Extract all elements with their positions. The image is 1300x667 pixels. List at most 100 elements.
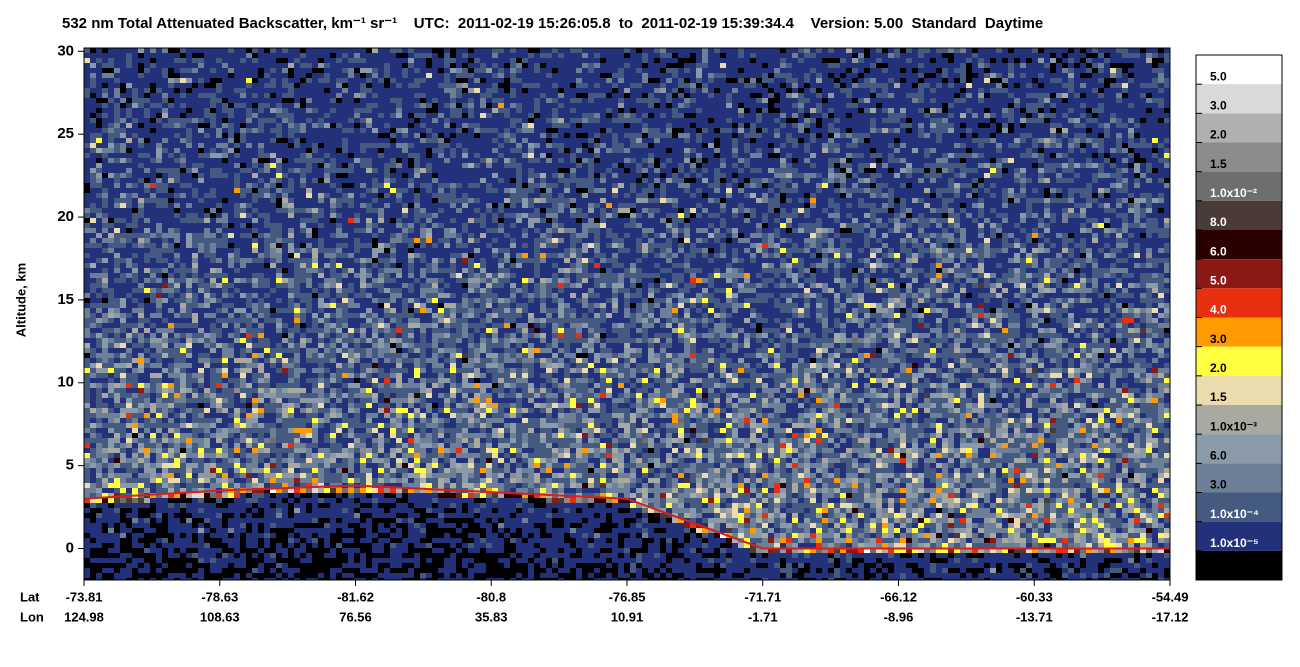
- backscatter-cell: [210, 463, 216, 468]
- backscatter-cell: [90, 103, 96, 108]
- backscatter-cell: [336, 168, 342, 173]
- backscatter-cell: [300, 263, 306, 268]
- backscatter-cell: [228, 518, 234, 523]
- backscatter-cell: [120, 253, 126, 258]
- backscatter-cell: [270, 208, 276, 213]
- backscatter-cell: [312, 223, 318, 228]
- backscatter-cell: [108, 243, 114, 248]
- backscatter-cell: [156, 178, 162, 183]
- backscatter-cell: [348, 263, 354, 268]
- backscatter-cell: [342, 78, 348, 83]
- backscatter-cell: [252, 173, 258, 178]
- backscatter-cell: [132, 303, 138, 308]
- backscatter-cell: [336, 258, 342, 263]
- backscatter-cell: [150, 338, 156, 343]
- backscatter-cell: [84, 563, 90, 568]
- backscatter-cell: [312, 308, 318, 313]
- backscatter-cell: [186, 303, 192, 308]
- backscatter-cell: [342, 53, 348, 58]
- backscatter-cell: [288, 468, 294, 473]
- backscatter-cell: [264, 338, 270, 343]
- backscatter-cell: [306, 493, 312, 498]
- backscatter-cell: [162, 58, 168, 63]
- backscatter-cell: [294, 438, 300, 443]
- backscatter-cell: [102, 503, 108, 508]
- backscatter-cell: [132, 558, 138, 563]
- backscatter-cell: [96, 323, 102, 328]
- backscatter-cell: [120, 238, 126, 243]
- backscatter-cell: [312, 268, 318, 273]
- backscatter-cell: [192, 493, 198, 498]
- backscatter-cell: [300, 523, 306, 528]
- backscatter-cell: [168, 178, 174, 183]
- backscatter-cell: [156, 563, 162, 568]
- backscatter-cell: [270, 548, 276, 553]
- backscatter-cell: [126, 248, 132, 253]
- backscatter-cell: [216, 338, 222, 343]
- backscatter-cell: [264, 473, 270, 478]
- backscatter-cell: [270, 263, 276, 268]
- backscatter-cell: [276, 578, 282, 580]
- backscatter-cell: [120, 293, 126, 298]
- backscatter-cell: [234, 383, 240, 388]
- backscatter-cell: [114, 433, 120, 438]
- backscatter-cell: [288, 488, 294, 493]
- backscatter-cell: [162, 188, 168, 193]
- backscatter-cell: [114, 133, 120, 138]
- backscatter-cell: [186, 353, 192, 358]
- backscatter-cell: [324, 348, 330, 353]
- backscatter-cell: [150, 273, 156, 278]
- backscatter-cell: [234, 73, 240, 78]
- backscatter-cell: [186, 258, 192, 263]
- backscatter-cell: [168, 288, 174, 293]
- backscatter-cell: [84, 83, 90, 88]
- backscatter-cell: [282, 553, 288, 558]
- backscatter-cell: [270, 223, 276, 228]
- backscatter-cell: [294, 513, 300, 518]
- backscatter-cell: [306, 328, 312, 333]
- backscatter-cell: [192, 93, 198, 98]
- backscatter-cell: [114, 173, 120, 178]
- backscatter-cell: [120, 468, 126, 473]
- backscatter-cell: [144, 218, 150, 223]
- backscatter-cell: [174, 373, 180, 378]
- backscatter-cell: [132, 578, 138, 580]
- backscatter-cell: [312, 193, 318, 198]
- backscatter-cell: [306, 498, 312, 503]
- backscatter-cell: [144, 453, 150, 458]
- backscatter-cell: [324, 543, 330, 548]
- backscatter-cell: [276, 473, 282, 478]
- backscatter-cell: [330, 228, 336, 233]
- backscatter-cell: [174, 538, 180, 543]
- backscatter-cell: [252, 198, 258, 203]
- backscatter-cell: [132, 573, 138, 578]
- backscatter-cell: [348, 523, 354, 528]
- backscatter-cell: [180, 293, 186, 298]
- backscatter-cell: [174, 163, 180, 168]
- backscatter-cell: [114, 288, 120, 293]
- backscatter-cell: [210, 418, 216, 423]
- backscatter-cell: [270, 213, 276, 218]
- backscatter-cell: [258, 268, 264, 273]
- backscatter-cell: [228, 503, 234, 508]
- backscatter-cell: [252, 453, 258, 458]
- backscatter-cell: [264, 48, 270, 53]
- backscatter-cell: [306, 453, 312, 458]
- backscatter-cell: [270, 393, 276, 398]
- backscatter-cell: [240, 298, 246, 303]
- backscatter-cell: [162, 478, 168, 483]
- backscatter-cell: [156, 193, 162, 198]
- backscatter-cell: [156, 163, 162, 168]
- backscatter-cell: [324, 58, 330, 63]
- backscatter-cell: [210, 113, 216, 118]
- backscatter-cell: [162, 378, 168, 383]
- backscatter-cell: [162, 573, 168, 578]
- backscatter-cell: [228, 548, 234, 553]
- backscatter-cell: [84, 183, 90, 188]
- backscatter-cell: [204, 208, 210, 213]
- backscatter-cell: [348, 463, 354, 468]
- backscatter-cell: [348, 568, 354, 573]
- backscatter-cell: [162, 228, 168, 233]
- backscatter-cell: [102, 393, 108, 398]
- backscatter-cell: [144, 533, 150, 538]
